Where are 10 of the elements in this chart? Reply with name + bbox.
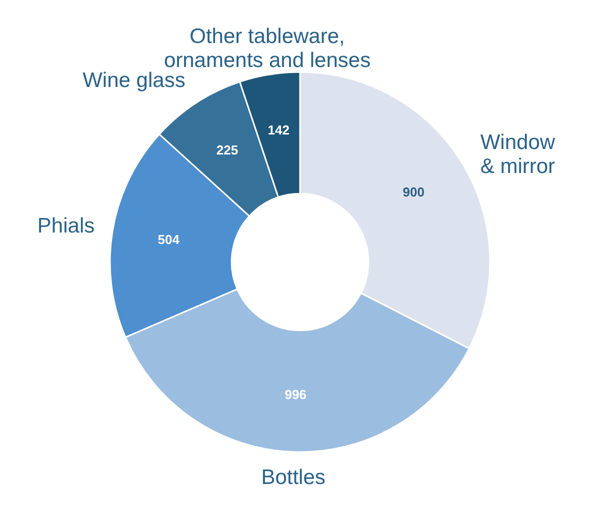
slice-label: Wine glass	[82, 69, 186, 92]
data-label: 504	[158, 232, 180, 248]
slice-label: Window & mirror	[480, 131, 556, 178]
data-label: 900	[402, 184, 424, 200]
data-label: 142	[268, 122, 290, 138]
data-label: 996	[284, 387, 306, 402]
slice-label: Phials	[37, 214, 95, 238]
slice-label: Other tableware, ornaments and lenses	[164, 24, 371, 72]
data-label: 225	[216, 142, 238, 158]
slice-label: Bottles	[261, 466, 326, 489]
